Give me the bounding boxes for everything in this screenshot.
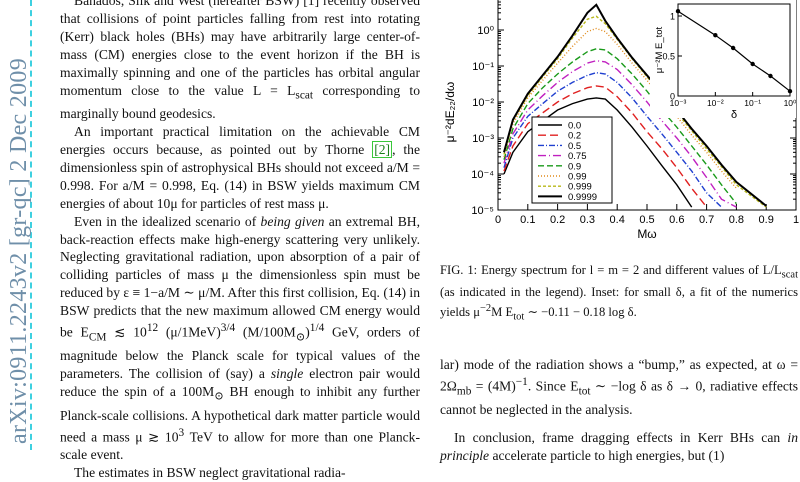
inset-y-tick-label: 0.5 <box>662 52 675 62</box>
inset-data-point <box>713 33 718 38</box>
legend-entry: 0.5 <box>568 141 581 152</box>
y-tick-label: 10⁻³ <box>472 133 494 145</box>
x-tick-label: 0.9 <box>759 214 774 226</box>
legend-entry: 0.75 <box>568 151 587 162</box>
x-tick-label: 1 <box>793 214 799 226</box>
paragraph-1: Banados, Silk and West (hereafter BSW) [… <box>60 0 421 122</box>
x-tick-label: 0.7 <box>699 214 714 226</box>
right-column: lar) mode of the radiation shows a “bump… <box>440 356 798 478</box>
series-line-6 <box>503 27 737 189</box>
figure-caption: FIG. 1: Energy spectrum for l = m = 2 an… <box>440 263 798 323</box>
y-tick-label: 10⁻² <box>472 97 494 109</box>
legend-entry: 0.0 <box>568 121 581 132</box>
series-line-4 <box>503 59 737 208</box>
x-tick-label: 0.2 <box>550 214 565 226</box>
x-tick-label: 0.6 <box>669 214 684 226</box>
inset-x-axis-label: δ <box>731 109 737 121</box>
series-line-8 <box>503 3 767 207</box>
figure-1: 10⁰ 10⁻¹ 10⁻² 10⁻³ 10⁻⁴ 10⁻⁵ 0 0.1 0.2 0.3 0.4 0.5 0… <box>440 0 800 250</box>
inset-plot: 0 0.5 1 10⁻³ 10⁻² 10⁻¹ 10⁰ δ μ⁻²M E_tot <box>650 0 797 121</box>
sidebar-dashed-border <box>0 0 32 450</box>
inset-x-tick-label: 10⁰ <box>784 98 797 108</box>
legend-entry: 0.99 <box>568 172 587 183</box>
series-line-3 <box>503 71 722 208</box>
legend-entry: 0.9999 <box>568 192 597 203</box>
x-tick-label: 0.4 <box>610 214 625 226</box>
inset-fit-line <box>677 10 791 92</box>
x-tick-label: 0.5 <box>639 214 654 226</box>
series-line-5 <box>503 48 737 205</box>
inset-data-point <box>675 9 681 14</box>
x-tick-label: 0.3 <box>580 214 595 226</box>
inset-x-tick-label: 10⁻² <box>707 98 724 108</box>
x-tick-label: 0 <box>495 214 501 226</box>
paragraph-3: Even in the idealized scenario of being … <box>60 213 421 462</box>
inset-data-point <box>768 73 773 79</box>
legend-box <box>531 116 613 204</box>
inset-frame <box>677 3 791 97</box>
inset-x-tick-label: 10⁻¹ <box>744 98 761 108</box>
y-tick-label: 10⁰ <box>477 25 494 37</box>
legend-entry: 0.999 <box>568 182 592 193</box>
inset-data-point <box>730 45 736 51</box>
inset-y-axis-label: μ⁻²M E_tot <box>654 26 665 73</box>
y-tick-label: 10⁻¹ <box>472 61 494 73</box>
arxiv-identifier: arXiv:0911.2243v2 [gr-qc] 2 Dec 2009 <box>6 58 32 444</box>
citation-link[interactable]: [2] <box>372 140 393 158</box>
paragraph-4: The estimates in BSW neglect gravitation… <box>74 464 346 480</box>
x-axis-label: Mω <box>637 227 656 241</box>
arxiv-sidebar: arXiv:0911.2243v2 [gr-qc] 2 Dec 2009 <box>0 0 38 450</box>
inset-data-point <box>750 61 755 67</box>
left-column: Banados, Silk and West (hereafter BSW) [… <box>60 0 420 482</box>
paragraph-2: An important practical limitation on the… <box>60 124 421 211</box>
y-tick-label: 10⁻⁴ <box>471 169 494 181</box>
y-tick-label: 10⁻⁵ <box>471 205 494 217</box>
inset-data-point <box>787 89 793 94</box>
x-tick-label: 0.1 <box>520 214 535 226</box>
legend-entry: 0.9 <box>568 161 581 172</box>
inset-y-tick-label: 1 <box>670 12 675 22</box>
x-tick-label: 0.8 <box>729 214 744 226</box>
inset-x-tick-label: 10⁻³ <box>670 98 687 108</box>
right-paragraph-1: lar) mode of the radiation shows a “bump… <box>440 357 798 418</box>
inset-background <box>650 0 796 118</box>
y-axis-label: μ⁻²dE₂₂/dω <box>443 82 457 143</box>
legend-entry: 0.2 <box>568 131 581 142</box>
right-paragraph-2: In conclusion, frame dragging effects in… <box>440 429 798 463</box>
inset-y-tick-label: 0 <box>670 92 675 102</box>
